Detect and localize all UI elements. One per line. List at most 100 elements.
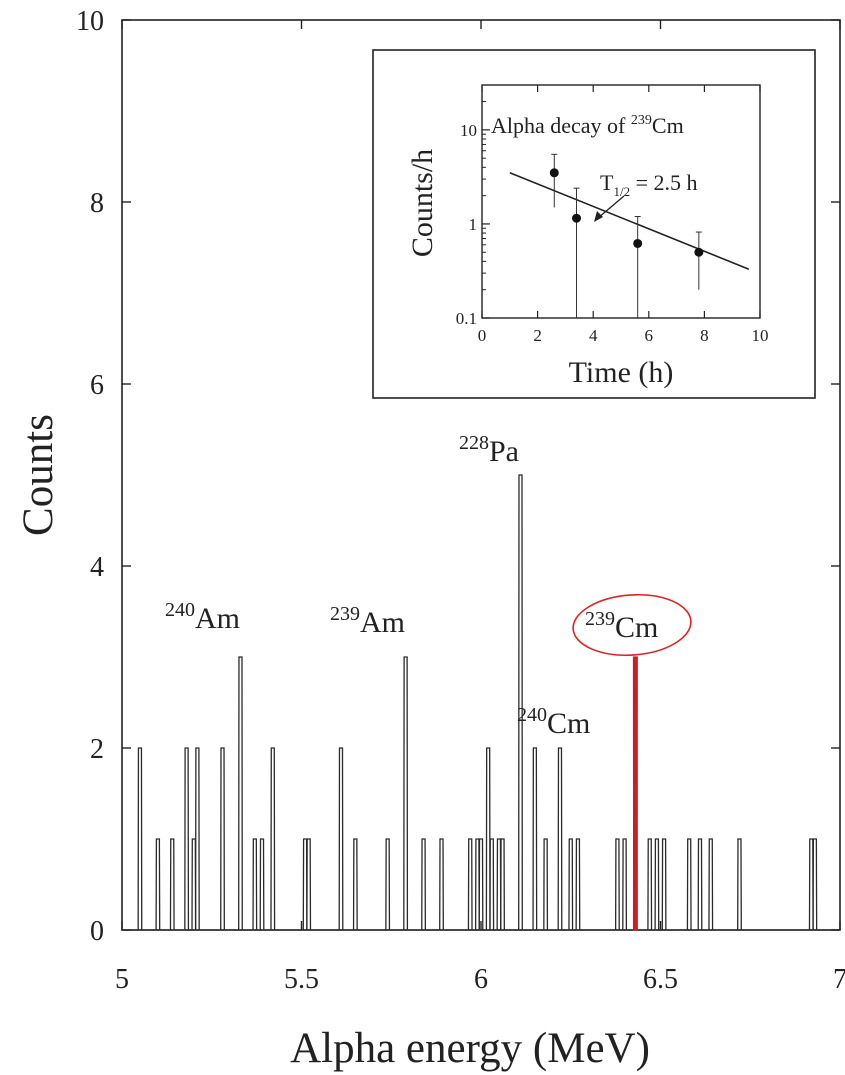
x-tick-label: 6: [474, 964, 488, 995]
isotope-mass: 239: [585, 608, 615, 630]
peak: [654, 838, 660, 931]
x-tick-label: 5.5: [284, 964, 319, 995]
y-tick-label: 2: [90, 734, 104, 765]
isotope-symbol: Cm: [547, 707, 590, 740]
peak: [169, 838, 175, 931]
peak: [403, 656, 409, 931]
main-histogram: [122, 474, 840, 931]
peak: [575, 838, 581, 931]
peak: [421, 838, 427, 931]
x-tick-label: 7: [833, 964, 845, 995]
peak: [614, 838, 620, 931]
peak: [532, 747, 538, 931]
inset-x-axis-label: Time (h): [569, 356, 674, 389]
peak: [812, 838, 818, 931]
inset-title-prefix: Alpha decay of: [491, 113, 631, 138]
y-tick-label: 0: [90, 916, 104, 947]
y-tick-label: 4: [90, 552, 104, 583]
x-tick-label: 5: [115, 964, 129, 995]
peak: [568, 838, 574, 931]
main-x-axis-label: Alpha energy (MeV): [290, 1025, 650, 1072]
y-tick-label: 8: [90, 188, 104, 219]
isotope-symbol: Cm: [615, 611, 658, 644]
peak: [252, 838, 258, 931]
inset-x-tick-label: 10: [752, 326, 769, 345]
peak-label-pa228: 228Pa: [459, 432, 519, 468]
data-point: [633, 238, 643, 248]
peak: [500, 838, 505, 931]
peak-label-cm239: 239Cm: [585, 608, 658, 644]
half-life-arrow: [594, 195, 625, 222]
data-point: [572, 213, 582, 223]
peak-label-cm240: 240Cm: [517, 704, 590, 740]
isotope-symbol: Am: [195, 602, 240, 635]
peak: [338, 747, 344, 931]
y-tick-label: 10: [76, 6, 104, 37]
inset-plot-frame: [481, 84, 761, 319]
inset-outer-frame: [372, 49, 816, 399]
peak: [270, 747, 276, 931]
peak: [238, 656, 243, 931]
inset-title-symbol: Cm: [652, 113, 684, 138]
peak: [439, 838, 444, 931]
inset-y-tick-label: 10: [460, 121, 477, 140]
peak: [632, 656, 638, 931]
peak: [306, 838, 312, 931]
peak: [557, 747, 563, 931]
isotope-mass: 240: [517, 704, 547, 726]
peak: [518, 474, 523, 931]
x-tick-label: 6.5: [643, 964, 678, 995]
peak: [489, 838, 495, 931]
isotope-symbol: Pa: [489, 435, 519, 468]
inset-data-points: [509, 153, 750, 318]
isotope-symbol: Am: [360, 606, 405, 639]
peak: [220, 747, 225, 931]
peak: [708, 838, 714, 931]
peak: [155, 838, 161, 931]
peak: [543, 838, 549, 931]
inset-chart: 0.1 1 10 0 2 4 6 8 10 Alpha decay of 239Cm T1/2…: [372, 49, 816, 399]
half-life-subscript: 1/2: [613, 184, 630, 199]
peak: [697, 838, 703, 931]
inset-x-ticks: 0 2 4 6 8 10: [478, 85, 769, 345]
peak: [352, 838, 358, 931]
inset-x-tick-label: 2: [533, 326, 542, 345]
isotope-mass: 239: [330, 603, 360, 625]
isotope-mass: 240: [165, 599, 195, 621]
inset-y-ticks: 0.1 1 10: [456, 84, 490, 328]
peak: [385, 838, 391, 931]
peak: [194, 747, 200, 931]
peak: [661, 838, 667, 931]
isotope-mass: 228: [459, 432, 489, 454]
cm239-highlight-circle: [572, 593, 692, 657]
inset-x-tick-label: 0: [478, 326, 487, 345]
inset-y-tick-label: 1: [469, 215, 478, 234]
peak: [737, 838, 742, 931]
main-y-axis-label: Counts: [15, 414, 62, 536]
peak: [647, 838, 653, 931]
peak: [259, 838, 265, 931]
peak-label-am239: 239Am: [330, 603, 405, 639]
inset-x-tick-label: 6: [645, 326, 654, 345]
inset-title-mass: 239: [631, 113, 652, 128]
peak: [467, 838, 473, 931]
half-life-symbol: T: [600, 170, 614, 195]
inset-title: Alpha decay of 239Cm: [491, 113, 684, 138]
data-point: [549, 168, 559, 178]
half-life-label: T1/2 = 2.5 h: [600, 170, 698, 199]
inset-x-tick-label: 4: [589, 326, 598, 345]
peak: [184, 747, 190, 931]
exponential-fit-line: [509, 172, 750, 270]
inset-x-tick-label: 8: [700, 326, 709, 345]
peak: [478, 838, 484, 931]
half-life-value: = 2.5 h: [630, 170, 697, 195]
y-tick-label: 6: [90, 370, 104, 401]
peak: [686, 838, 692, 931]
peak: [622, 838, 628, 931]
peak-label-am240: 240Am: [165, 599, 240, 635]
peak: [137, 747, 143, 931]
